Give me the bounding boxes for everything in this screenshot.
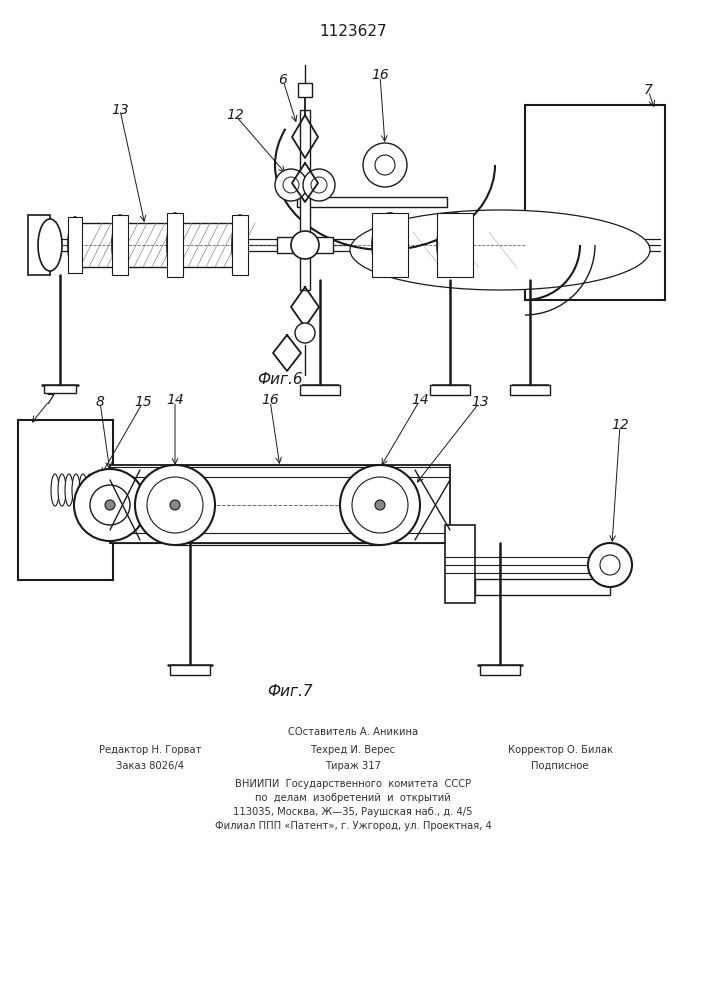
Text: Фиг.7: Фиг.7 — [267, 684, 312, 700]
Text: по  делам  изобретений  и  открытий: по делам изобретений и открытий — [255, 793, 451, 803]
Text: СОставитель А. Аникина: СОставитель А. Аникина — [288, 727, 418, 737]
Ellipse shape — [352, 477, 408, 533]
Ellipse shape — [65, 474, 73, 506]
Ellipse shape — [147, 477, 203, 533]
Bar — [525, 105, 665, 300]
Ellipse shape — [74, 469, 146, 541]
Text: 1123627: 1123627 — [319, 24, 387, 39]
Text: Подписное: Подписное — [531, 761, 589, 771]
Text: 6: 6 — [279, 73, 288, 87]
Text: ВНИИПИ  Государственного  комитета  СССР: ВНИИПИ Государственного комитета СССР — [235, 779, 471, 789]
Bar — [298, 83, 312, 97]
Bar — [110, 465, 450, 543]
Ellipse shape — [38, 219, 62, 271]
Text: 113035, Москва, Ж—35, Раушская наб., д. 4/5: 113035, Москва, Ж—35, Раушская наб., д. … — [233, 807, 473, 817]
Bar — [300, 110, 310, 290]
Bar — [297, 197, 447, 207]
Bar — [28, 215, 50, 275]
Ellipse shape — [600, 555, 620, 575]
Ellipse shape — [291, 231, 319, 259]
Bar — [170, 665, 210, 675]
Bar — [75, 223, 240, 267]
Ellipse shape — [437, 213, 473, 277]
Text: 15: 15 — [134, 395, 152, 409]
Bar — [68, 217, 82, 273]
Text: 14: 14 — [411, 393, 429, 407]
Ellipse shape — [447, 231, 463, 259]
Text: 12: 12 — [611, 418, 629, 432]
Bar — [112, 215, 128, 275]
Ellipse shape — [135, 465, 215, 545]
Ellipse shape — [232, 215, 248, 275]
Bar — [480, 665, 520, 675]
Ellipse shape — [382, 231, 398, 259]
Bar — [18, 420, 113, 580]
Ellipse shape — [72, 474, 80, 506]
Bar — [475, 579, 610, 595]
Ellipse shape — [340, 465, 420, 545]
Bar — [277, 237, 333, 253]
Text: Заказ 8026/4: Заказ 8026/4 — [116, 761, 184, 771]
Text: 13: 13 — [111, 103, 129, 117]
Ellipse shape — [170, 500, 180, 510]
Ellipse shape — [295, 323, 315, 343]
Bar — [372, 213, 408, 277]
Bar — [510, 385, 550, 395]
Ellipse shape — [350, 210, 650, 290]
Ellipse shape — [90, 485, 130, 525]
Bar — [300, 385, 340, 395]
Text: 16: 16 — [261, 393, 279, 407]
Bar — [430, 385, 470, 395]
Text: 14: 14 — [166, 393, 184, 407]
Ellipse shape — [375, 155, 395, 175]
Text: Техред И. Верес: Техред И. Верес — [310, 745, 395, 755]
Ellipse shape — [112, 215, 128, 275]
Ellipse shape — [311, 177, 327, 193]
Ellipse shape — [51, 474, 59, 506]
Ellipse shape — [275, 169, 307, 201]
Bar — [445, 525, 475, 603]
Ellipse shape — [588, 543, 632, 587]
Text: 16: 16 — [371, 68, 389, 82]
Ellipse shape — [363, 143, 407, 187]
Text: Тираж 317: Тираж 317 — [325, 761, 381, 771]
Text: 13: 13 — [471, 395, 489, 409]
Ellipse shape — [375, 500, 385, 510]
Bar — [167, 213, 183, 277]
Ellipse shape — [303, 169, 335, 201]
Ellipse shape — [105, 500, 115, 510]
Text: Филиал ППП «Патент», г. Ужгород, ул. Проектная, 4: Филиал ППП «Патент», г. Ужгород, ул. Про… — [215, 821, 491, 831]
Bar — [437, 213, 473, 277]
Ellipse shape — [93, 474, 101, 506]
Text: Фиг.6: Фиг.6 — [257, 372, 303, 387]
Ellipse shape — [372, 213, 408, 277]
Text: Корректор О. Билак: Корректор О. Билак — [508, 745, 612, 755]
Text: 8: 8 — [95, 395, 105, 409]
Ellipse shape — [58, 474, 66, 506]
Ellipse shape — [68, 217, 82, 273]
Ellipse shape — [79, 474, 87, 506]
Ellipse shape — [167, 213, 183, 277]
Text: 7: 7 — [643, 83, 653, 97]
Text: 12: 12 — [226, 108, 244, 122]
Bar — [232, 215, 248, 275]
Ellipse shape — [86, 474, 94, 506]
Ellipse shape — [283, 177, 299, 193]
Text: 7: 7 — [45, 393, 54, 407]
Bar — [44, 385, 76, 393]
Text: Редактор Н. Горват: Редактор Н. Горват — [99, 745, 201, 755]
